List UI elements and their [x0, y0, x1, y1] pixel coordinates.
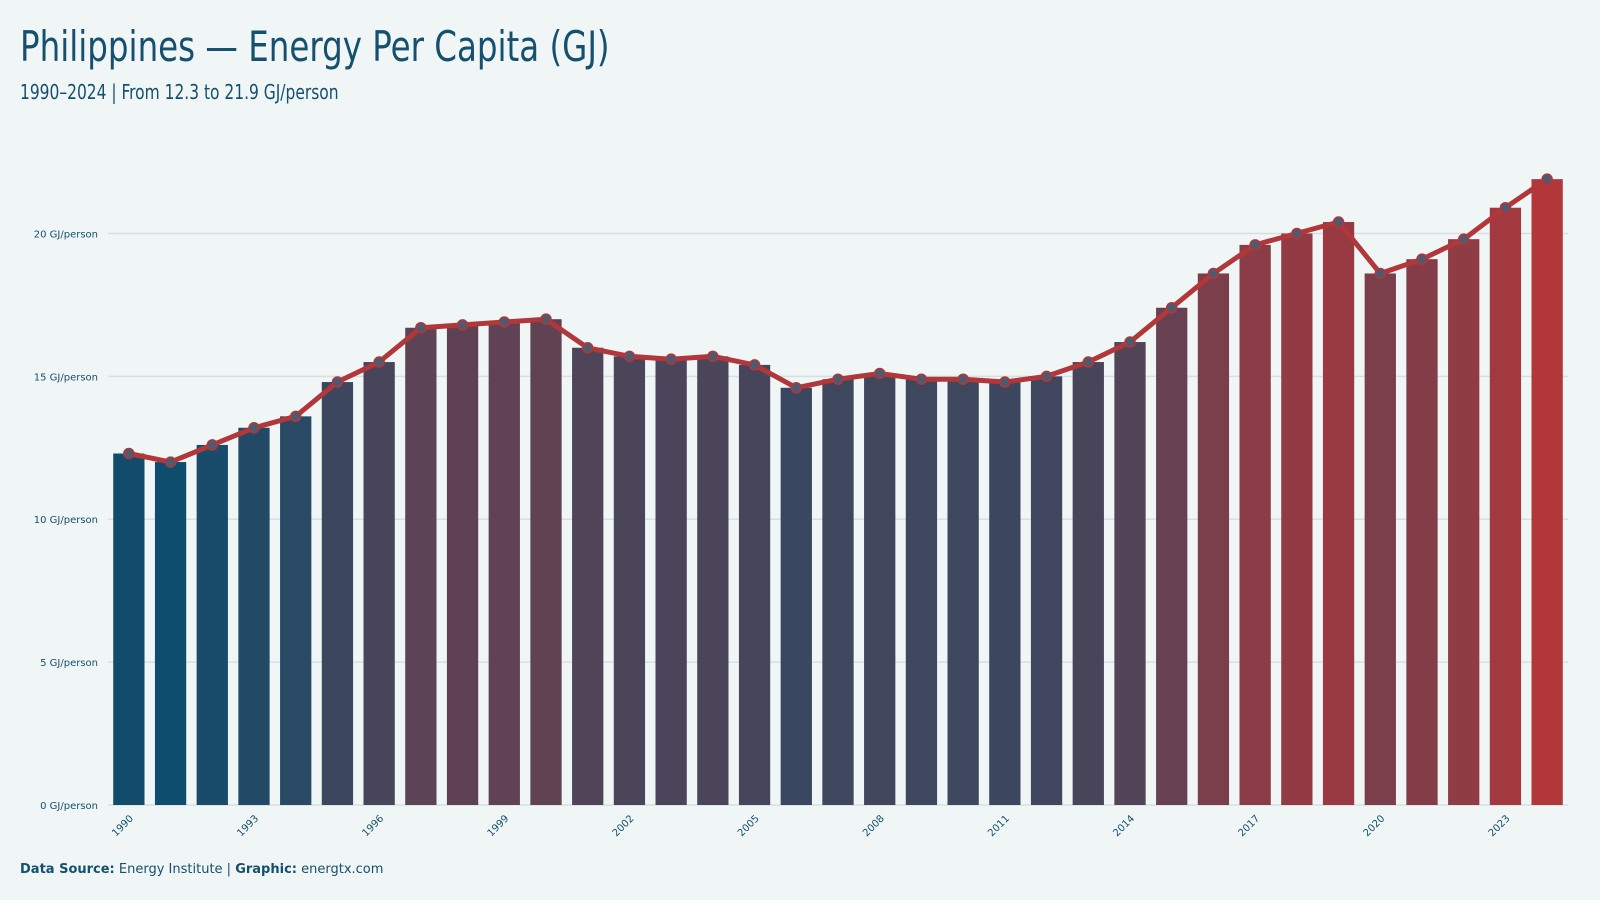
data-point	[248, 422, 260, 434]
bar	[822, 379, 854, 805]
data-point	[1416, 253, 1428, 265]
data-point	[873, 367, 886, 380]
chart-title: Philippines — Energy Per Capita (GJ)	[20, 22, 610, 71]
data-point	[1082, 356, 1095, 368]
y-tick-label: 10 GJ/person	[34, 515, 98, 526]
bar	[655, 359, 687, 805]
bar	[196, 444, 228, 805]
data-point	[581, 342, 594, 354]
data-point	[1291, 227, 1303, 240]
bar	[1114, 342, 1146, 805]
bar	[530, 319, 562, 805]
bar	[1531, 179, 1563, 805]
data-point	[1332, 216, 1345, 228]
x-tick-label: 2011	[986, 813, 1012, 839]
bar	[280, 416, 312, 805]
data-point	[206, 439, 219, 451]
data-point	[957, 373, 969, 385]
bar	[1322, 222, 1355, 806]
y-tick-label: 5 GJ/person	[40, 658, 98, 669]
data-point	[540, 313, 552, 325]
bar	[1239, 244, 1271, 805]
y-tick-label: 0 GJ/person	[40, 801, 98, 812]
y-tick-label: 15 GJ/person	[34, 372, 98, 383]
bar	[1364, 273, 1396, 805]
bar	[1030, 376, 1063, 805]
bar	[405, 327, 437, 805]
data-point	[665, 353, 677, 365]
bar	[864, 373, 896, 805]
bar	[1197, 273, 1230, 805]
bar	[446, 324, 479, 805]
data-point	[123, 447, 135, 460]
x-tick-label: 1999	[486, 813, 512, 839]
bar	[947, 379, 979, 805]
markers	[123, 173, 1553, 468]
bar	[1156, 307, 1188, 805]
x-tick-label: 1996	[360, 813, 386, 839]
bar	[738, 364, 771, 805]
x-tick-label: 2017	[1236, 813, 1262, 839]
x-tick-label: 2002	[611, 813, 637, 839]
data-point	[373, 356, 385, 368]
bar	[321, 382, 354, 805]
bar	[1072, 362, 1104, 805]
x-tick-label: 1993	[235, 813, 261, 839]
graphic-label: Graphic:	[235, 862, 297, 877]
data-point	[1165, 301, 1178, 314]
bar	[697, 356, 729, 805]
bar	[1489, 207, 1522, 806]
y-tick-label: 20 GJ/person	[34, 229, 98, 240]
data-point	[1249, 239, 1261, 251]
x-tick-label: 2023	[1487, 813, 1513, 839]
bar	[154, 462, 187, 805]
bar	[238, 427, 270, 805]
bar	[113, 453, 145, 805]
bar	[989, 382, 1021, 805]
data-point	[1124, 336, 1136, 348]
graphic-value: energtx.com	[301, 862, 384, 877]
bar	[363, 362, 395, 805]
data-point	[164, 456, 177, 468]
bars	[113, 179, 1563, 806]
bar	[1281, 233, 1313, 805]
data-point	[999, 376, 1011, 388]
data-point	[707, 350, 719, 363]
x-tick-label: 2008	[861, 813, 887, 839]
data-point	[790, 382, 803, 394]
y-axis: 0 GJ/person 5 GJ/person 10 GJ/person 15 GJ/…	[34, 229, 98, 812]
data-point	[832, 373, 844, 385]
data-point	[415, 322, 427, 334]
data-point	[623, 350, 636, 363]
bar	[572, 347, 604, 805]
data-point	[1040, 370, 1053, 383]
data-point	[915, 373, 928, 385]
bar	[1448, 239, 1480, 805]
data-point	[1207, 267, 1220, 280]
bar	[780, 387, 812, 805]
footer-credits: Data Source: Energy Institute | Graphic:…	[20, 862, 383, 877]
x-tick-label: 2014	[1111, 813, 1137, 839]
data-point	[1499, 201, 1512, 214]
source-value: Energy Institute |	[118, 862, 232, 877]
data-point	[331, 376, 344, 388]
source-label: Data Source:	[20, 862, 115, 877]
bar	[905, 379, 938, 805]
data-point	[748, 359, 761, 371]
data-point	[498, 316, 511, 328]
data-point	[456, 319, 469, 331]
data-point	[1374, 267, 1387, 280]
bar	[488, 322, 520, 805]
data-point	[1541, 173, 1553, 185]
x-tick-label: 2020	[1362, 813, 1388, 839]
x-tick-label: 1990	[110, 813, 136, 839]
data-point	[1457, 233, 1470, 245]
bar	[1406, 259, 1438, 806]
x-axis: 1990 1993 1996 1999 2002 2005 2008 2011 2014 2017…	[110, 813, 1512, 839]
chart-subtitle: 1990–2024 | From 12.3 to 21.9 GJ/person	[20, 80, 339, 104]
x-tick-label: 2005	[736, 813, 762, 839]
bar	[613, 356, 646, 805]
data-point	[289, 410, 302, 423]
